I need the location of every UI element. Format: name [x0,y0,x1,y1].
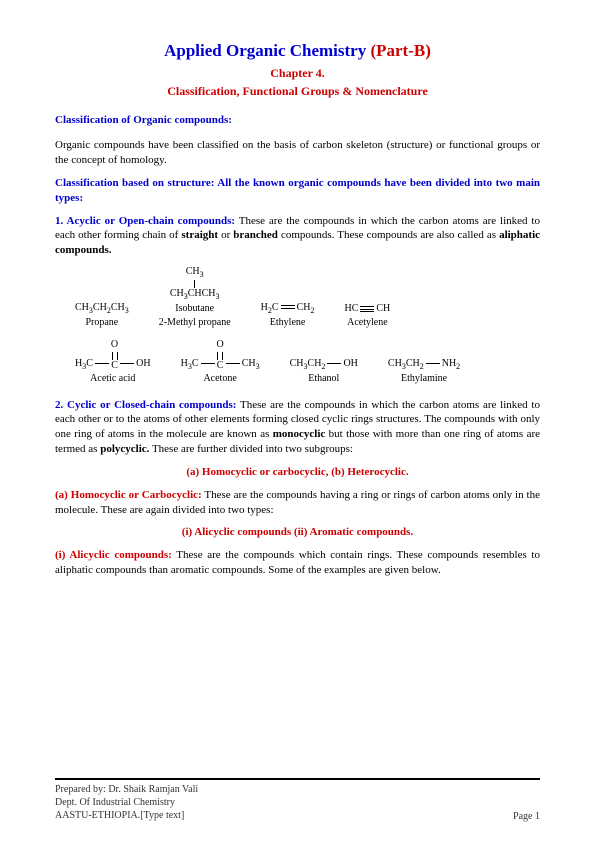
alicyclic-para: (i) Alicyclic compounds: These are the c… [55,548,540,578]
chem-row-1: CH3CH2CH3 Propane CH3 CH3CHCH3 Isobutane… [75,266,540,329]
ethylene-block: H2CCH2 Ethylene [261,302,315,330]
acetic-name: Acetic acid [75,373,151,386]
homocyclic-heading: (a) Homocyclic or Carbocyclic: [55,489,202,501]
ethanol-formula: CH3CH2OH [290,358,358,372]
ethylamine-formula: CH3CH2NH2 [388,358,460,372]
acyclic-heading: 1. Acyclic or Open-chain compounds: [55,215,235,227]
chapter-label: Chapter 4. [55,65,540,81]
section1-text: Organic compounds have been classified o… [55,138,540,168]
acetic-block: H3COCOH Acetic acid [75,339,151,386]
chem-row-2: H3COCOH Acetic acid H3COCCH3 Acetone CH3… [75,339,540,386]
propane-block: CH3CH2CH3 Propane [75,302,129,330]
ethylene-name: Ethylene [261,317,315,330]
footer-line3: AASTU-ETHIOPIA.[Type text] [55,809,198,822]
acetylene-name: Acetylene [344,317,390,330]
isobutane-block: CH3 CH3CHCH3 Isobutane 2-Methyl propane [159,266,231,329]
homocyclic-para: (a) Homocyclic or Carbocyclic: These are… [55,488,540,518]
cyclic-heading: 2. Cyclic or Closed-chain compounds: [55,399,236,411]
propane-name: Propane [75,317,129,330]
acetone-name: Acetone [181,373,260,386]
alicyclic-heading: (i) Alicyclic compounds: [55,549,172,561]
acyclic-para: 1. Acyclic or Open-chain compounds: Thes… [55,214,540,259]
acetic-formula: H3COCOH [75,339,151,372]
ethylamine-block: CH3CH2NH2 Ethylamine [388,358,460,386]
acetone-block: H3COCCH3 Acetone [181,339,260,386]
homocyclic-subheading: (i) Alicyclic compounds (ii) Aromatic co… [55,525,540,540]
subtitle: Classification, Functional Groups & Nome… [55,83,540,99]
footer-line1: Prepared by: Dr. Shaik Ramjan Vali [55,783,198,796]
acetylene-block: HCCH Acetylene [344,303,390,329]
page-content: Applied Organic Chemistry (Part-B) Chapt… [0,0,595,578]
propane-formula: CH3CH2CH3 [75,302,129,316]
acetylene-formula: HCCH [344,303,390,316]
isobutane-top: CH3 [159,266,231,280]
ethanol-name: Ethanol [290,373,358,386]
cyclic-subheading: (a) Homocyclic or carbocyclic, (b) Heter… [55,465,540,480]
title-prefix: Applied Organic Chemistry [164,41,370,60]
structure-intro: Classification based on structure: All t… [55,176,540,206]
acetone-formula: H3COCCH3 [181,339,260,372]
vertical-bond [194,280,195,288]
isobutane-name2: 2-Methyl propane [159,317,231,330]
footer-left: Prepared by: Dr. Shaik Ramjan Vali Dept.… [55,783,198,822]
section1-heading: Classification of Organic compounds: [55,113,540,128]
page-footer: Prepared by: Dr. Shaik Ramjan Vali Dept.… [55,778,540,822]
title-suffix: (Part-B) [370,41,430,60]
isobutane-name: Isobutane [159,303,231,316]
cyclic-para: 2. Cyclic or Closed-chain compounds: The… [55,398,540,457]
main-title: Applied Organic Chemistry (Part-B) [55,40,540,63]
ethanol-block: CH3CH2OH Ethanol [290,358,358,386]
isobutane-formula: CH3CHCH3 [159,288,231,302]
ethylamine-name: Ethylamine [388,373,460,386]
footer-page: Page 1 [513,811,540,822]
ethylene-formula: H2CCH2 [261,302,315,316]
footer-line2: Dept. Of Industrial Chemistry [55,796,198,809]
